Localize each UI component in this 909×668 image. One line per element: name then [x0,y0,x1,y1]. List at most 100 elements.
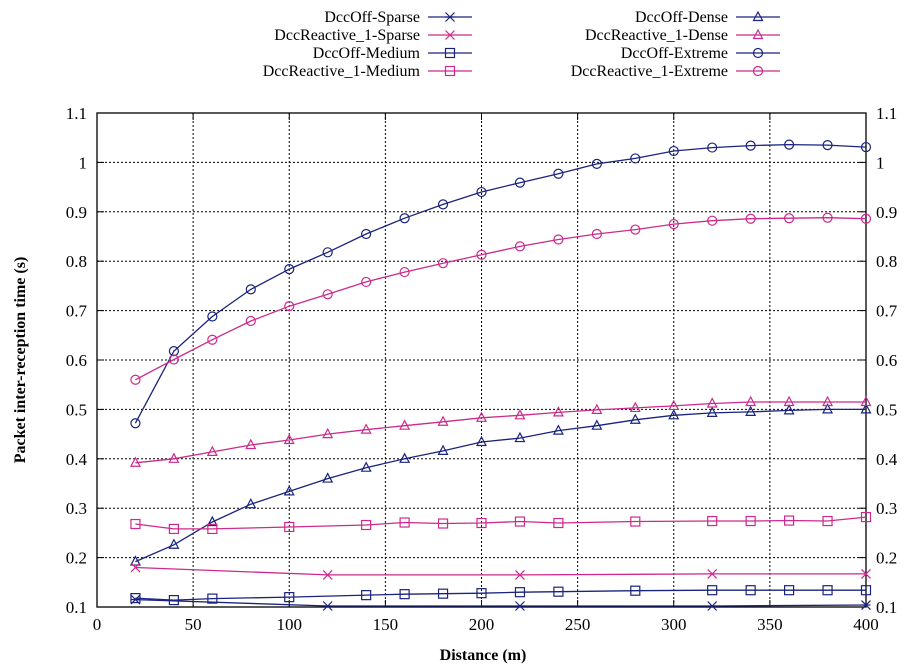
legend-label: DccReactive_1-Sparse [274,27,420,44]
legend-entry: DccReactive_1-Dense [585,27,780,44]
data-point [130,374,141,385]
marker-shape [399,266,410,278]
data-point [860,511,872,523]
data-point [630,153,641,164]
data-point [822,403,834,414]
marker-shape [360,461,372,472]
data-point [668,145,679,157]
legend: DccOff-Sparse DccOff-Dense DccReactive_1-S… [263,9,780,80]
marker-shape [553,234,564,245]
y-tick-label: 0.4 [66,450,88,469]
data-point [706,406,718,417]
data-point [860,141,872,153]
marker-shape [822,515,833,527]
marker-shape [476,517,487,529]
legend-entry: DccOff-Dense [635,9,780,26]
marker-shape [822,585,833,596]
y-tick-label-right: 0.3 [876,499,897,518]
data-point [360,461,372,472]
y-tick-label-right: 0.6 [876,351,897,370]
data-point [399,517,410,528]
legend-entry: DccOff-Medium [313,45,472,62]
marker-shape [752,10,764,22]
data-point [130,518,141,530]
grid-lines [97,113,866,607]
data-point [207,523,218,535]
series-line [135,516,867,530]
marker-shape [707,215,718,226]
marker-shape [476,411,487,422]
data-point [822,585,833,596]
data-point [629,401,641,413]
marker-shape [322,247,333,258]
data-point [860,213,872,224]
legend-marker [752,10,764,22]
marker-shape [861,568,871,579]
data-point [706,397,718,408]
x-axis-label: Distance (m) [440,647,527,664]
marker-shape [476,186,487,198]
data-point [322,472,334,483]
data-point [361,590,372,601]
marker-shape [283,485,295,496]
marker-shape [783,139,795,150]
marker-shape [168,523,179,535]
marker-shape [514,409,526,420]
data-point [861,568,871,579]
marker-shape [630,224,641,235]
data-point [168,594,179,606]
marker-shape [168,538,180,549]
marker-shape [207,311,218,322]
legend-label: DccOff-Medium [313,45,421,62]
marker-shape [322,289,333,300]
data-point [284,592,295,603]
data-point [207,334,218,345]
marker-shape [630,153,641,164]
marker-shape [822,403,834,414]
x-tick-label: 150 [373,615,399,634]
data-point [668,399,680,411]
data-point [783,395,795,407]
data-point [591,403,603,414]
y-tick-label-right: 0.8 [876,252,897,271]
marker-shape [745,140,756,151]
series-dccoff-sparse [130,594,871,611]
marker-shape [514,587,526,598]
data-point [284,521,295,533]
data-point [861,600,871,610]
x-tick-label: 400 [853,615,879,634]
data-point [745,140,756,151]
marker-shape [591,419,603,430]
data-point [476,249,487,260]
marker-shape [206,445,218,456]
data-point [168,523,179,535]
data-point [206,515,218,527]
data-point [707,585,718,596]
marker-shape [552,424,564,435]
marker-shape [752,28,764,40]
data-point [745,213,756,224]
series-line [135,566,866,576]
data-point [783,404,795,415]
marker-shape [553,517,564,529]
data-point [553,517,564,529]
y-tick-label: 0.8 [66,252,87,271]
data-point [437,415,449,426]
data-point [476,411,487,422]
legend-marker [752,65,764,77]
data-point [553,234,564,245]
marker-shape [783,585,795,596]
marker-shape [322,569,333,580]
marker-shape [745,395,757,407]
data-point [707,568,718,579]
marker-shape [707,585,718,596]
data-point [476,435,487,447]
data-point [322,569,333,580]
legend-entry: DccOff-Extreme [621,45,780,62]
marker-shape [752,65,764,77]
legend-marker [444,65,456,77]
marker-shape [783,395,795,407]
marker-shape [591,403,603,414]
data-point [437,518,449,529]
